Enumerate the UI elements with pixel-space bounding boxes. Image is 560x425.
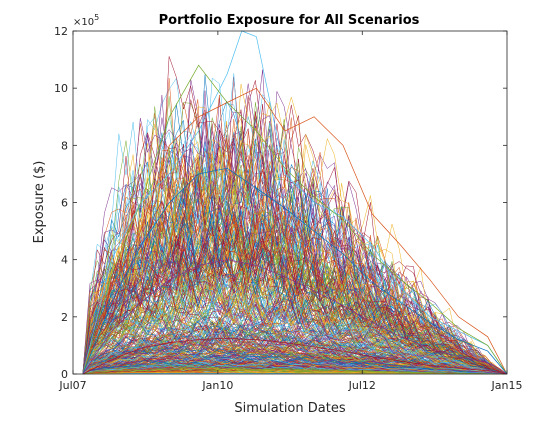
y-axis-exponent: ×105 xyxy=(73,13,99,28)
scenario-lines xyxy=(82,30,508,375)
scenario-line xyxy=(82,217,508,375)
representative-scenario-line xyxy=(82,87,508,375)
y-axis-ticks: 0 2 4 6 8 10 12 xyxy=(54,25,507,381)
scenario-line xyxy=(82,321,508,375)
scenario-line xyxy=(82,214,508,375)
scenario-line xyxy=(82,168,508,375)
scenario-line xyxy=(82,187,508,375)
plot-area xyxy=(72,30,508,375)
scenario-line xyxy=(82,146,508,375)
scenario-line xyxy=(82,347,508,375)
scenario-line xyxy=(82,331,508,375)
scenario-line xyxy=(82,365,508,375)
scenario-line xyxy=(82,292,508,375)
scenario-line xyxy=(82,338,508,375)
y-tick-label: 8 xyxy=(61,139,68,152)
y-exponent-power: 5 xyxy=(94,13,99,22)
scenario-line xyxy=(82,351,508,375)
scenario-line xyxy=(82,210,508,375)
representative-scenario-line xyxy=(82,337,508,375)
x-tick-label: Jan10 xyxy=(201,379,233,392)
x-tick-label: Jul07 xyxy=(58,379,86,392)
y-tick-label: 4 xyxy=(61,254,68,267)
scenario-line xyxy=(82,364,508,375)
chart-title: Portfolio Exposure for All Scenarios xyxy=(159,13,420,28)
scenario-line xyxy=(82,122,508,375)
scenario-line xyxy=(82,208,508,375)
y-tick-label: 2 xyxy=(61,311,68,324)
representative-scenario-line xyxy=(82,259,508,375)
scenario-line xyxy=(82,334,508,375)
scenario-line xyxy=(82,312,508,375)
scenario-line xyxy=(82,288,508,375)
scenario-line xyxy=(82,209,508,375)
y-tick-label: 6 xyxy=(61,197,68,210)
scenario-line xyxy=(82,118,508,375)
scenario-line xyxy=(82,117,508,375)
scenario-line xyxy=(82,351,508,375)
scenario-line xyxy=(82,362,508,375)
scenario-line xyxy=(82,157,508,375)
scenario-line xyxy=(82,269,508,375)
scenario-line xyxy=(82,255,508,375)
scenario-line xyxy=(82,224,508,375)
y-tick-label: 12 xyxy=(54,25,68,38)
y-exponent-base: ×10 xyxy=(73,17,94,28)
scenario-line xyxy=(82,256,508,375)
x-axis-ticks: Jul07 Jan10 Jul12 Jan15 xyxy=(58,31,522,392)
scenario-line xyxy=(82,251,508,375)
scenario-line xyxy=(82,353,508,375)
x-axis-label: Simulation Dates xyxy=(234,401,345,416)
scenario-line xyxy=(82,214,508,375)
scenario-line xyxy=(82,239,508,375)
representative-scenario-line xyxy=(82,167,508,375)
scenario-line xyxy=(82,99,508,375)
scenario-line xyxy=(82,96,508,375)
y-tick-label: 10 xyxy=(54,82,68,95)
scenario-line xyxy=(82,69,508,375)
y-axis-label: Exposure ($) xyxy=(32,161,47,244)
scenario-line xyxy=(82,200,508,375)
x-tick-label: Jan15 xyxy=(491,379,523,392)
representative-scenario-line xyxy=(82,30,508,375)
representative-scenario-line xyxy=(82,64,508,375)
scenario-line xyxy=(82,102,508,375)
scenario-line xyxy=(82,312,508,375)
scenario-line xyxy=(82,197,508,375)
scenario-line xyxy=(82,158,508,375)
scenario-line xyxy=(82,121,508,375)
scenario-line xyxy=(82,127,508,375)
x-tick-label: Jul12 xyxy=(348,379,376,392)
y-tick-label: 0 xyxy=(61,368,68,381)
scenario-line xyxy=(82,251,508,375)
scenario-line xyxy=(82,199,508,375)
